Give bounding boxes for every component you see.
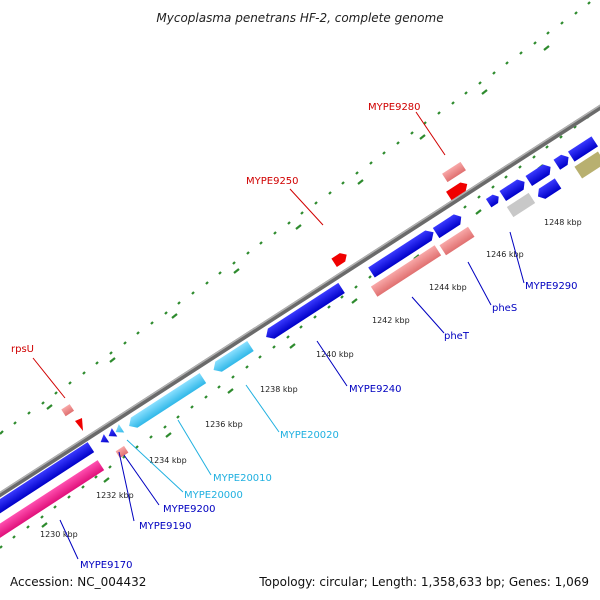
gene-rpsu[interactable] <box>61 404 75 417</box>
gene-mype9170-a[interactable] <box>0 442 95 534</box>
genome-backbone <box>0 104 600 498</box>
gene-phet[interactable] <box>370 245 442 297</box>
tick-label-1246: 1246 kbp <box>486 250 524 259</box>
outer-dotted-ring <box>0 1 591 435</box>
label-mype9280[interactable]: MYPE9280 <box>368 102 421 113</box>
label-mype20020[interactable]: MYPE20020 <box>280 430 339 441</box>
label-mype9240[interactable]: MYPE9240 <box>349 384 402 395</box>
label-mype9250[interactable]: MYPE9250 <box>246 176 299 187</box>
forward-strand-genes <box>61 136 599 431</box>
reverse-strand-genes <box>0 151 600 552</box>
label-mype20010[interactable]: MYPE20010 <box>213 473 272 484</box>
gene-rpsu-arrow[interactable] <box>75 418 83 431</box>
gene-labels: rpsU MYPE9250 MYPE9280 MYPE9170 MYPE9190… <box>11 102 578 571</box>
gene-fwd-5[interactable] <box>525 162 554 187</box>
gene-mype9240[interactable] <box>263 282 345 342</box>
label-mype9170[interactable]: MYPE9170 <box>80 560 133 571</box>
gene-phes[interactable] <box>439 226 475 256</box>
inner-dotted-ring <box>0 115 590 549</box>
gene-mype20000[interactable] <box>113 424 125 436</box>
gene-mype20020[interactable] <box>210 340 254 375</box>
gene-fwd-1[interactable] <box>368 227 437 278</box>
tick-label-1232: 1232 kbp <box>96 491 134 500</box>
gene-mype9190[interactable] <box>98 434 110 446</box>
tick-label-1244: 1244 kbp <box>429 283 467 292</box>
gene-mype9280-a[interactable] <box>442 161 466 183</box>
tick-label-1248: 1248 kbp <box>544 218 582 227</box>
gene-mype9290-a[interactable] <box>506 192 536 218</box>
gene-mype9200[interactable] <box>106 428 118 440</box>
gene-fwd-2[interactable] <box>432 212 465 239</box>
label-mype9200[interactable]: MYPE9200 <box>163 504 216 515</box>
label-leaders <box>32 111 525 560</box>
tick-label-1240: 1240 kbp <box>316 350 354 359</box>
label-rpsu[interactable]: rpsU <box>11 344 34 355</box>
gene-mype9280-b[interactable] <box>446 180 470 201</box>
tick-label-1236: 1236 kbp <box>205 420 243 429</box>
tick-label-1230: 1230 kbp <box>40 530 78 539</box>
tick-label-1242: 1242 kbp <box>372 316 410 325</box>
label-mype9290[interactable]: MYPE9290 <box>525 281 578 292</box>
gene-olive[interactable] <box>574 151 600 179</box>
gene-mype9250[interactable] <box>331 250 349 268</box>
label-phet[interactable]: pheT <box>444 331 470 342</box>
gene-fwd-3[interactable] <box>485 192 502 208</box>
accession-text: Accession: NC_004432 <box>10 575 146 589</box>
gene-mype20010[interactable] <box>126 373 207 431</box>
tick-label-1234: 1234 kbp <box>149 456 187 465</box>
gene-mype9200-b[interactable] <box>115 445 129 459</box>
gene-fwd-4[interactable] <box>499 177 528 202</box>
label-mype9190[interactable]: MYPE9190 <box>139 521 192 532</box>
tick-label-1238: 1238 kbp <box>260 385 298 394</box>
label-mype20000[interactable]: MYPE20000 <box>184 490 243 501</box>
gene-fwd-6[interactable] <box>553 152 572 170</box>
gene-fwd-7[interactable] <box>567 136 599 162</box>
genome-summary-text: Topology: circular; Length: 1,358,633 bp… <box>258 575 589 589</box>
label-phes[interactable]: pheS <box>492 303 517 314</box>
gene-mype9170-b[interactable] <box>0 460 105 552</box>
map-title: Mycoplasma penetrans HF-2, complete geno… <box>156 11 443 25</box>
tick-labels: 1230 kbp 1232 kbp 1234 kbp 1236 kbp 1238… <box>40 218 582 539</box>
gene-mype9290-b[interactable] <box>535 178 562 201</box>
